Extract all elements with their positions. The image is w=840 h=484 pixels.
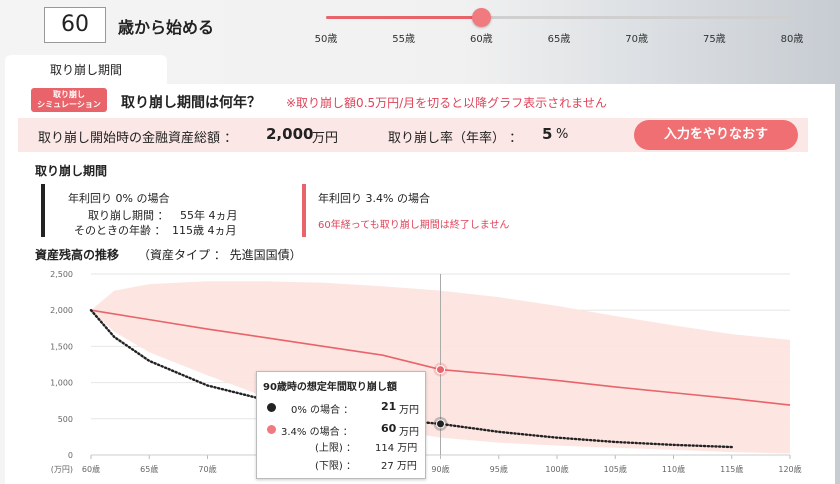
x-tick-label: 90歳 [431,464,449,474]
rate-unit: % [556,127,569,142]
assets-value: 2,000 [266,125,314,143]
age-slider-fill [326,16,482,19]
y-tick-label: 1,000 [50,379,73,388]
marker-0pct [436,419,445,429]
x-tick-label: 120歳 [778,464,801,474]
tooltip-row0-value: 21 [381,400,397,413]
x-tick-label: 115歳 [720,464,743,474]
assets-unit: 万円 [312,131,339,146]
case0-period-label: 取り崩し期間 ： [88,209,169,222]
chart-subtitle: （資産タイプ ： 先進国国債） [138,248,302,262]
display-note: ※取り崩し額0.5万円/月を切ると以降グラフ表示されません [286,96,607,110]
y-tick-label: 500 [58,415,73,424]
age-slider-tick: 60歳 [469,34,493,45]
case0-indicator [41,184,45,237]
y-tick-label: 0 [68,451,73,460]
simulation-badge: 取り崩し シミュレーション [31,88,107,112]
case0-title: 年利回り 0% の場合 [68,192,170,205]
x-tick-label: 95歳 [490,464,508,474]
case34-note: 60年経っても取り崩し期間は終了しません [318,220,510,231]
rate-value: 5 [542,125,553,143]
case34-indicator [302,184,306,237]
x-tick-label: 60歳 [82,464,100,474]
badge-line1: 取り崩し [53,90,85,99]
tooltip-row0-label: 0% の場合 ： [291,405,354,416]
assets-label: 取り崩し開始時の金融資産総額 ： [38,131,238,146]
age-slider-tick: 65歳 [547,34,571,45]
x-tick-label: 110歳 [662,464,685,474]
y-tick-label: 1,500 [50,342,73,351]
start-age-suffix: 歳から始める [118,18,215,37]
case0-age-label: そのときの年齢 ： [74,224,166,237]
age-slider-tick: 70歳 [625,34,649,45]
rate-label: 取り崩し率（年率） ： [388,131,523,146]
start-age-input[interactable]: 60 [44,7,106,43]
tooltip-dot-34 [267,425,276,434]
age-slider-tick: 55歳 [392,34,416,45]
case34-title: 年利回り 3.4% の場合 [318,192,430,205]
chart-tooltip: 90歳時の想定年間取り崩し額 0% の場合 ： 21 万円 3.4% の場合 ：… [256,371,426,479]
x-tick-label: 70歳 [198,464,216,474]
tooltip-lower-value: 27 万円 [381,461,417,472]
tooltip-upper-label: (上限) ： [315,443,356,454]
period-section-title: 取り崩し期間 [35,164,108,178]
age-slider-tick: 80歳 [780,34,804,45]
tooltip-upper-value: 114 万円 [375,443,418,454]
age-slider[interactable] [326,8,792,27]
age-slider-tick: 50歳 [314,34,338,45]
y-tick-label: 2,500 [50,270,73,279]
tooltip-row34-label: 3.4% の場合 ： [281,427,353,438]
chart-title: 資産残高の推移 [35,248,120,262]
case0-period-value: 55年 4ヵ月 [180,209,238,222]
marker-3-4pct [436,365,445,375]
badge-line2: シミュレーション [37,100,101,109]
tooltip-title: 90歳時の想定年間取り崩し額 [263,382,397,393]
tab-withdrawal-period[interactable]: 取り崩し期間 [5,55,167,87]
age-slider-tick: 75歳 [702,34,726,45]
age-slider-thumb[interactable] [472,8,492,27]
y-tick-label: 2,000 [50,306,73,315]
y-unit-label: (万円) [51,465,73,474]
case0-age-value: 115歳 4ヵ月 [172,224,237,237]
tooltip-row0-unit: 万円 [399,405,419,416]
tooltip-lower-label: (下限) ： [315,461,356,472]
x-tick-label: 100歳 [545,464,568,474]
tooltip-dot-0 [267,403,276,412]
tooltip-row34-unit: 万円 [399,427,419,438]
x-tick-label: 105歳 [604,464,627,474]
x-tick-label: 65歳 [140,464,158,474]
redo-input-button[interactable]: 入力をやりなおす [634,120,798,150]
tooltip-row34-value: 60 [381,422,397,435]
simulation-question: 取り崩し期間は何年？ [121,95,261,111]
